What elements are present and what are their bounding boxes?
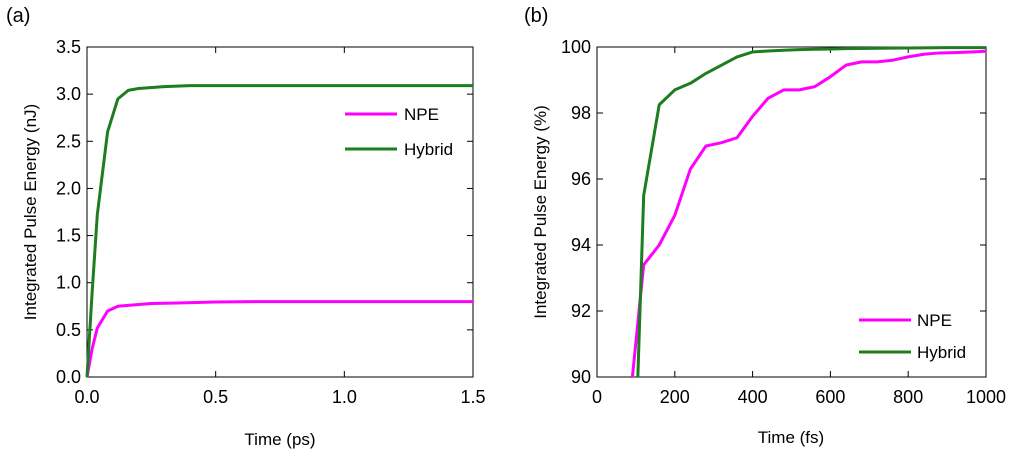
panel-a-y-axis-label: Integrated Pulse Energy (nJ)	[21, 104, 40, 320]
legend-npe-label: NPE	[404, 105, 439, 124]
panel-b-x-tick-label: 400	[738, 387, 768, 407]
panel-a-series	[85, 84, 473, 378]
panel-a-x-tick-label: 0.0	[74, 387, 99, 407]
panel-b-y-tick-label: 98	[571, 103, 591, 123]
panel-b-label: (b)	[524, 5, 548, 27]
legend-hybrid-label: Hybrid	[917, 343, 966, 362]
panel-a-label: (a)	[6, 5, 30, 27]
panel-b-legend: NPE Hybrid	[859, 311, 966, 362]
panel-a-y-tick-label: 1.5	[56, 226, 81, 246]
panel-b-y-axis-label: Integrated Pulse Energy (%)	[531, 105, 550, 319]
panel-a-plot-frame	[86, 46, 474, 378]
panel-b-x-tick-label: 200	[660, 387, 690, 407]
legend-hybrid-label: Hybrid	[404, 140, 453, 159]
panel-b-x-tick-label: 1000	[966, 387, 1006, 407]
panel-b-x-tick-label: 600	[815, 387, 845, 407]
panel-a-y-tick-label: 2.0	[56, 178, 81, 198]
legend-npe-label: NPE	[917, 311, 952, 330]
panel-b-y-ticks: 90 92 94 96 98 100	[561, 37, 986, 387]
panel-a-y-ticks: 0.0 0.5 1.0 1.5 2.0 2.5 3.0 3.5	[56, 37, 473, 387]
panel-a-y-tick-label: 1.0	[56, 273, 81, 293]
panel-a-y-tick-label: 0.0	[56, 367, 81, 387]
panel-b: (b) 0 200 400 600 800 1000 90 92 94 96 98 100 NPE …	[524, 5, 1006, 447]
panel-a: (a) 0.0 0.5 1.0 1.5 0.0 0.5 1.0 1.5 2.0 2.5 3.0 3.…	[6, 5, 486, 449]
panel-a-x-axis-label: Time (ps)	[244, 430, 315, 449]
panel-b-x-ticks: 0 200 400 600 800 1000	[592, 47, 1006, 407]
panel-a-x-tick-label: 1.5	[460, 387, 485, 407]
panel-b-y-tick-label: 96	[571, 169, 591, 189]
panel-b-y-tick-label: 94	[571, 235, 591, 255]
panel-b-series-npe-line	[630, 49, 987, 378]
panel-a-x-tick-label: 1.0	[332, 387, 357, 407]
panel-b-x-tick-label: 800	[893, 387, 923, 407]
panel-a-series-npe-line	[85, 300, 473, 378]
panel-a-y-tick-label: 2.5	[56, 131, 81, 151]
panel-b-y-tick-label: 100	[561, 37, 591, 57]
panel-b-x-tick-label: 0	[592, 387, 602, 407]
panel-b-y-tick-label: 90	[571, 367, 591, 387]
panel-a-x-ticks: 0.0 0.5 1.0 1.5	[74, 47, 486, 407]
panel-a-legend: NPE Hybrid	[345, 105, 453, 159]
panel-a-y-tick-label: 3.5	[56, 37, 81, 57]
panel-b-x-axis-label: Time (fs)	[758, 428, 824, 447]
panel-b-series	[630, 46, 987, 378]
panel-b-y-tick-label: 92	[571, 301, 591, 321]
panel-a-y-tick-label: 3.0	[56, 84, 81, 104]
panel-a-series-hybrid-line	[85, 84, 473, 378]
panel-a-x-tick-label: 0.5	[203, 387, 228, 407]
panel-b-plot-frame	[596, 46, 987, 378]
panel-a-y-tick-label: 0.5	[56, 320, 81, 340]
panel-b-series-hybrid-line	[636, 46, 986, 378]
